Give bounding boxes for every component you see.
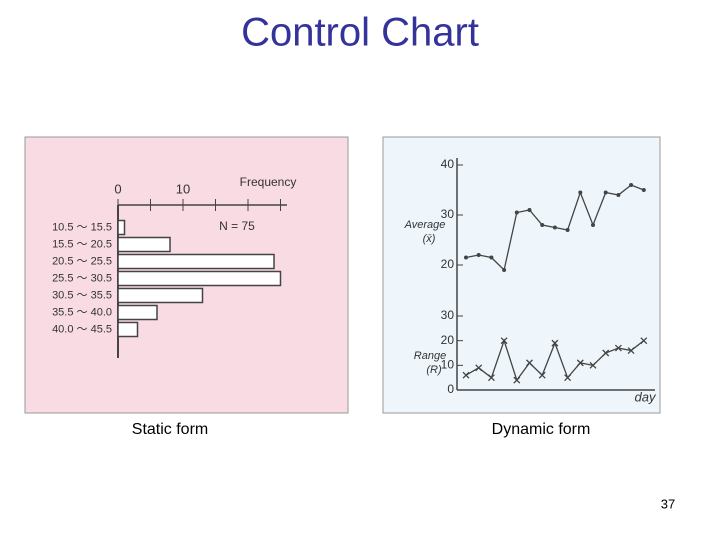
point [475, 364, 483, 372]
point [500, 337, 508, 345]
point [487, 374, 495, 382]
point [614, 344, 622, 352]
annotation: N = 75 [219, 219, 255, 233]
x-tick-label: 0 [114, 181, 121, 196]
point [526, 359, 533, 367]
x-tick-label: 10 [176, 181, 190, 196]
point [578, 190, 583, 195]
y-tick-label: 10 [441, 358, 455, 372]
point [552, 225, 557, 230]
y-tick-label: 30.5 ～ 35.5 [52, 289, 112, 301]
bar [117, 219, 126, 236]
point [502, 268, 507, 272]
point [629, 183, 634, 187]
caption: Dynamic form [492, 421, 591, 438]
y-axis-label: (x̄) [423, 233, 436, 245]
point [576, 359, 584, 367]
bar [117, 304, 158, 321]
bar [117, 236, 171, 253]
bar [117, 321, 139, 338]
point [464, 255, 468, 260]
point [589, 361, 597, 369]
y-axis-label: Average [404, 219, 446, 231]
point [565, 228, 570, 232]
y-tick-label: 35.5 ～ 40.0 [52, 306, 112, 318]
x-axis-label: day [635, 389, 657, 404]
y-tick-label: 20.5 ～ 25.5 [52, 255, 112, 267]
y-tick-label: 20 [441, 257, 455, 271]
point [616, 193, 621, 197]
point [540, 223, 545, 227]
y-tick-label: 40 [441, 157, 455, 171]
y-axis-label: Range [414, 350, 446, 362]
bar [117, 287, 204, 304]
point [476, 253, 481, 257]
point [551, 339, 559, 347]
point [513, 376, 521, 384]
y-tick-label: 30 [441, 207, 455, 221]
point [591, 223, 595, 227]
point [602, 349, 610, 357]
y-tick-label: 15.5 ～ 20.5 [52, 238, 112, 250]
y-tick-label: 40.0 ～ 45.5 [52, 323, 112, 335]
point [603, 190, 608, 195]
page-number: 37 [661, 496, 675, 511]
caption: Static form [132, 421, 208, 438]
bar [117, 253, 275, 270]
slide-title: Control Chart [241, 11, 479, 55]
point [462, 371, 470, 379]
point [489, 255, 494, 260]
y-axis-label: (R) [426, 364, 442, 376]
point [640, 337, 648, 345]
point [538, 371, 546, 379]
y-tick-label: 25.5 ～ 30.5 [52, 272, 112, 284]
y-tick-label: 10.5 ～ 15.5 [52, 221, 112, 233]
y-tick-label: 20 [441, 333, 455, 347]
bar [117, 270, 282, 287]
point [514, 210, 519, 215]
chart-frame [382, 136, 661, 414]
y-tick-label: 30 [441, 308, 455, 322]
x-axis-label: Frequency [240, 175, 297, 189]
point [627, 347, 635, 354]
point [564, 374, 572, 382]
y-tick-label: 0 [447, 382, 454, 396]
point [641, 188, 646, 192]
point [527, 208, 532, 212]
